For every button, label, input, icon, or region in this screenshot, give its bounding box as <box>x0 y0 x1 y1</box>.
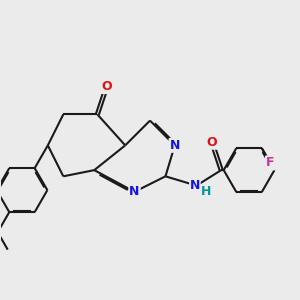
Text: N: N <box>190 179 200 192</box>
Text: F: F <box>266 156 275 170</box>
Text: O: O <box>101 80 112 93</box>
Text: H: H <box>201 185 212 198</box>
Text: O: O <box>207 136 217 149</box>
Text: N: N <box>129 185 140 198</box>
Text: N: N <box>169 139 180 152</box>
